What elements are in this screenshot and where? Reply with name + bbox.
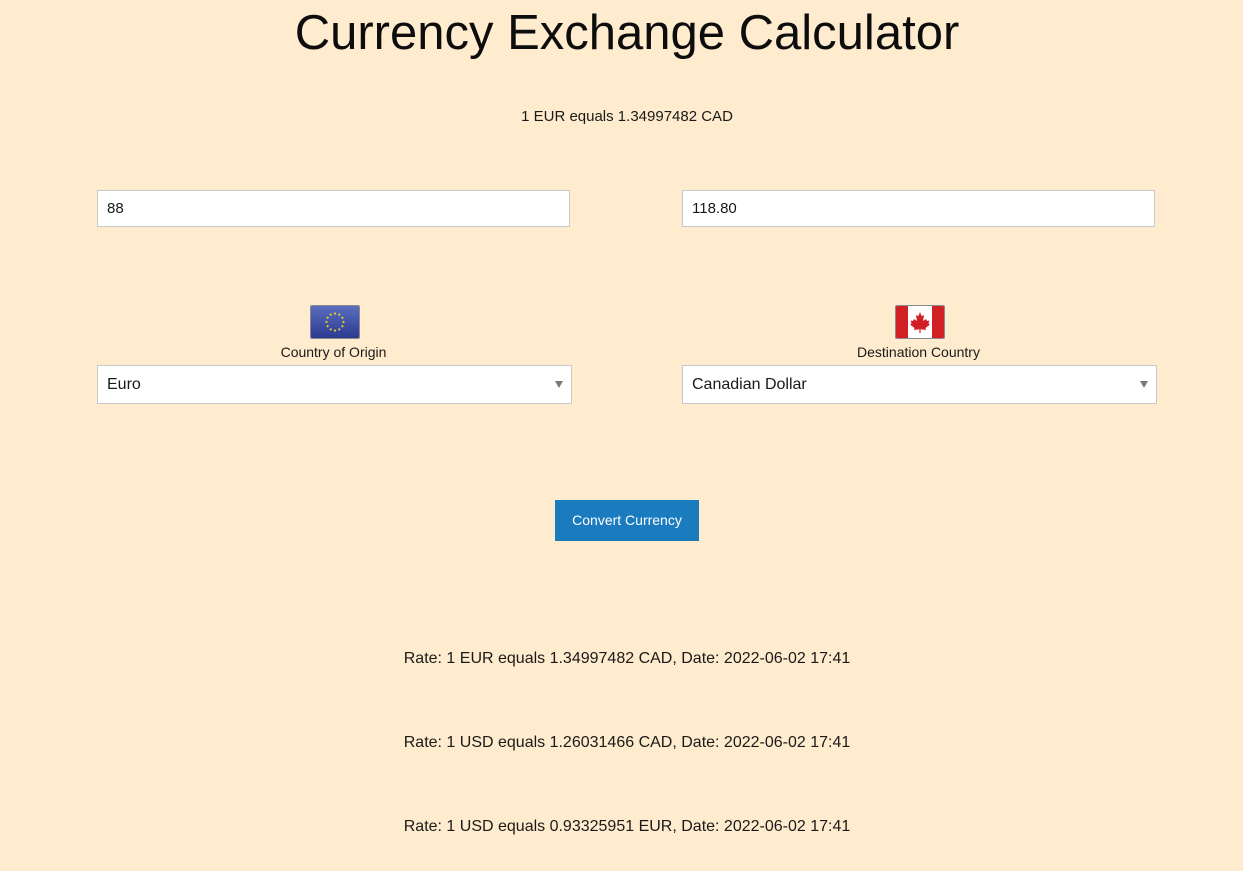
destination-selected-value: Canadian Dollar <box>692 376 807 393</box>
amount-input[interactable] <box>97 190 570 227</box>
rate-history-item: Rate: 1 USD equals 0.93325951 EUR, Date:… <box>403 818 851 835</box>
origin-selected-value: Euro <box>107 376 141 393</box>
result-input[interactable] <box>682 190 1155 227</box>
dropdown-arrow-icon <box>1140 381 1148 388</box>
origin-label: Country of Origin <box>280 344 387 360</box>
rate-history-item: Rate: 1 EUR equals 1.34997482 CAD, Date:… <box>403 650 851 667</box>
rate-history-item: Rate: 1 USD equals 1.26031466 CAD, Date:… <box>403 734 851 751</box>
canada-flag-icon <box>895 305 945 339</box>
dropdown-arrow-icon <box>555 381 563 388</box>
rate-summary: 1 EUR equals 1.34997482 CAD <box>521 108 733 125</box>
destination-label: Destination Country <box>857 344 980 360</box>
page-title: Currency Exchange Calculator <box>294 6 960 60</box>
destination-currency-select[interactable]: Canadian Dollar <box>682 365 1157 404</box>
convert-currency-button[interactable]: Convert Currency <box>555 500 699 541</box>
origin-currency-select[interactable]: Euro <box>97 365 572 404</box>
eu-flag-icon <box>310 305 360 339</box>
